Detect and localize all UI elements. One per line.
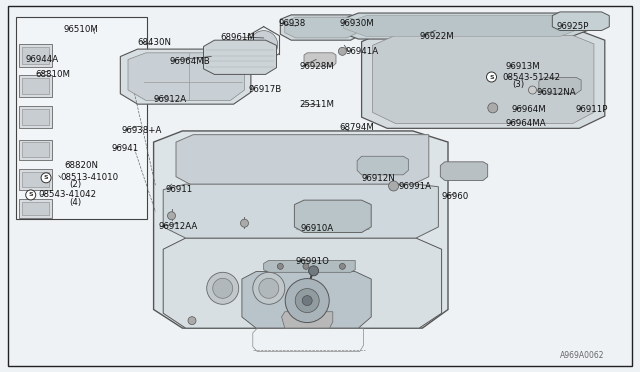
- Text: 96944A: 96944A: [26, 55, 59, 64]
- Bar: [22, 202, 49, 215]
- Circle shape: [253, 272, 285, 304]
- Text: 68820N: 68820N: [64, 161, 98, 170]
- Text: 96964MA: 96964MA: [506, 119, 546, 128]
- Text: 96991O: 96991O: [296, 257, 330, 266]
- Polygon shape: [204, 40, 276, 74]
- Text: 96941: 96941: [112, 144, 140, 153]
- Polygon shape: [242, 272, 371, 328]
- Bar: [19, 199, 52, 218]
- Text: 25311M: 25311M: [300, 100, 335, 109]
- Polygon shape: [285, 17, 357, 38]
- Bar: [19, 169, 52, 190]
- Text: 96913M: 96913M: [506, 62, 540, 71]
- Text: 96964MB: 96964MB: [170, 57, 211, 65]
- Circle shape: [250, 31, 278, 59]
- Circle shape: [41, 173, 51, 183]
- Polygon shape: [344, 16, 581, 36]
- Text: 96938: 96938: [278, 19, 306, 28]
- Text: (2): (2): [69, 180, 81, 189]
- Bar: [22, 109, 49, 125]
- Text: 08513-41010: 08513-41010: [61, 173, 119, 182]
- Bar: [16, 17, 147, 219]
- Bar: [19, 75, 52, 97]
- Circle shape: [188, 317, 196, 325]
- Polygon shape: [357, 156, 408, 175]
- Text: 96910A: 96910A: [301, 224, 334, 233]
- Text: 96912AA: 96912AA: [159, 222, 198, 231]
- Text: 96510M: 96510M: [64, 25, 99, 34]
- Polygon shape: [280, 15, 362, 40]
- Polygon shape: [336, 13, 588, 39]
- Bar: [22, 172, 49, 187]
- Text: 68794M: 68794M: [339, 124, 374, 132]
- Text: 68430N: 68430N: [138, 38, 172, 47]
- Circle shape: [207, 272, 239, 304]
- Bar: [19, 140, 52, 160]
- Circle shape: [488, 103, 498, 113]
- Text: 68961M: 68961M: [221, 33, 255, 42]
- Circle shape: [303, 263, 309, 269]
- Circle shape: [339, 263, 346, 269]
- Text: 96938+A: 96938+A: [122, 126, 162, 135]
- Text: 96917B: 96917B: [248, 85, 282, 94]
- Polygon shape: [154, 131, 448, 328]
- Circle shape: [277, 263, 284, 269]
- Text: 68810M: 68810M: [35, 70, 70, 79]
- Polygon shape: [552, 12, 609, 31]
- Polygon shape: [539, 77, 581, 94]
- Bar: [22, 47, 49, 64]
- Text: 96930M: 96930M: [339, 19, 374, 28]
- Circle shape: [241, 219, 248, 227]
- Text: 96925P: 96925P: [557, 22, 589, 31]
- Text: 96964M: 96964M: [512, 105, 547, 114]
- Text: 96922M: 96922M: [419, 32, 454, 41]
- Polygon shape: [282, 312, 333, 328]
- Text: (4): (4): [69, 198, 81, 207]
- Polygon shape: [294, 200, 371, 232]
- Text: 96928M: 96928M: [300, 62, 334, 71]
- Circle shape: [259, 278, 279, 298]
- Text: 96912N: 96912N: [362, 174, 396, 183]
- Polygon shape: [120, 49, 251, 104]
- Circle shape: [26, 190, 36, 200]
- Text: 96991A: 96991A: [398, 182, 431, 191]
- Polygon shape: [362, 31, 605, 128]
- Text: 96911P: 96911P: [576, 105, 609, 114]
- Circle shape: [212, 278, 233, 298]
- Text: (3): (3): [512, 80, 524, 89]
- Circle shape: [308, 266, 319, 276]
- Text: 96960: 96960: [442, 192, 469, 201]
- Text: 96912NA: 96912NA: [536, 88, 576, 97]
- Circle shape: [295, 289, 319, 312]
- Polygon shape: [176, 135, 429, 186]
- Text: S: S: [28, 192, 33, 198]
- Polygon shape: [128, 53, 244, 100]
- Bar: [19, 106, 52, 128]
- Polygon shape: [440, 162, 488, 180]
- Bar: [22, 142, 49, 157]
- Circle shape: [339, 47, 346, 55]
- Text: 08543-41042: 08543-41042: [38, 190, 97, 199]
- Bar: [22, 78, 49, 94]
- Circle shape: [388, 181, 399, 191]
- Text: S: S: [44, 175, 49, 180]
- Text: 96911: 96911: [165, 185, 193, 194]
- Circle shape: [285, 279, 329, 323]
- Text: 96912A: 96912A: [154, 95, 187, 104]
- Circle shape: [302, 296, 312, 305]
- Polygon shape: [264, 260, 355, 272]
- Circle shape: [529, 86, 536, 94]
- Text: S: S: [489, 74, 494, 80]
- Bar: [19, 44, 52, 67]
- Polygon shape: [163, 238, 442, 328]
- Polygon shape: [163, 184, 438, 238]
- Polygon shape: [304, 53, 336, 66]
- Polygon shape: [372, 35, 594, 124]
- Circle shape: [486, 72, 497, 82]
- Circle shape: [168, 212, 175, 220]
- Text: A969A0062: A969A0062: [560, 351, 605, 360]
- Text: 08543-51242: 08543-51242: [502, 73, 561, 81]
- Text: 96941A: 96941A: [346, 47, 379, 56]
